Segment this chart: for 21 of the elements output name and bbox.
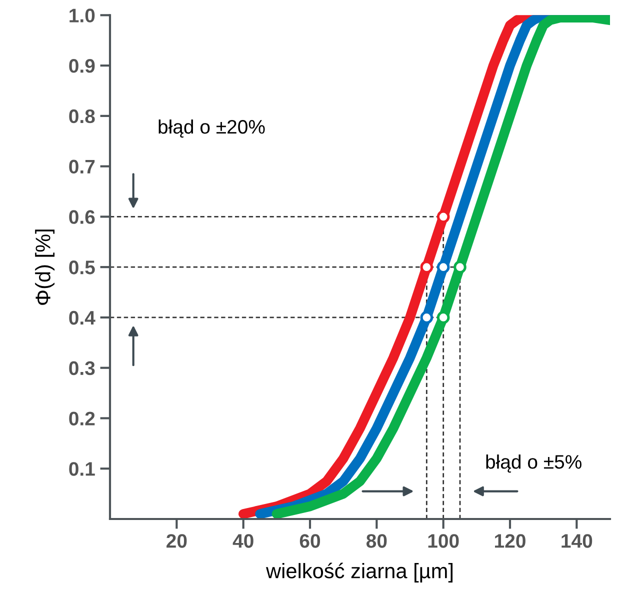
y-tick-label: 0.4	[69, 310, 96, 325]
x-tick-label: 100	[428, 534, 459, 548]
y-tick-label: 0.2	[69, 412, 95, 426]
y-tick-label: 0.6	[69, 210, 95, 224]
y-tick-label: 0.5	[69, 260, 95, 274]
y-tick-label: 1.0	[70, 8, 95, 22]
x-tick-label: 40	[232, 534, 254, 548]
y-axis-title: Φ(d) [%]	[35, 230, 54, 305]
x-tick-label: 20	[166, 534, 187, 548]
x-tick-label: 60	[300, 534, 320, 548]
annotation: błąd o ±5%	[486, 454, 582, 473]
y-tick-label: 0.9	[69, 59, 95, 73]
y-tick-label: 0.7	[69, 160, 95, 174]
y-tick-label: 0.3	[69, 361, 95, 376]
annotation: błąd o ±20%	[158, 119, 265, 138]
x-tick-label: 140	[562, 534, 592, 548]
y-tick-label: 0.1	[69, 462, 95, 476]
x-axis-title: wielkość ziarna [µm]	[266, 562, 453, 582]
y-tick-label: 0.8	[69, 109, 95, 124]
x-tick-label: 120	[495, 534, 526, 548]
x-tick-label: 80	[366, 534, 387, 548]
